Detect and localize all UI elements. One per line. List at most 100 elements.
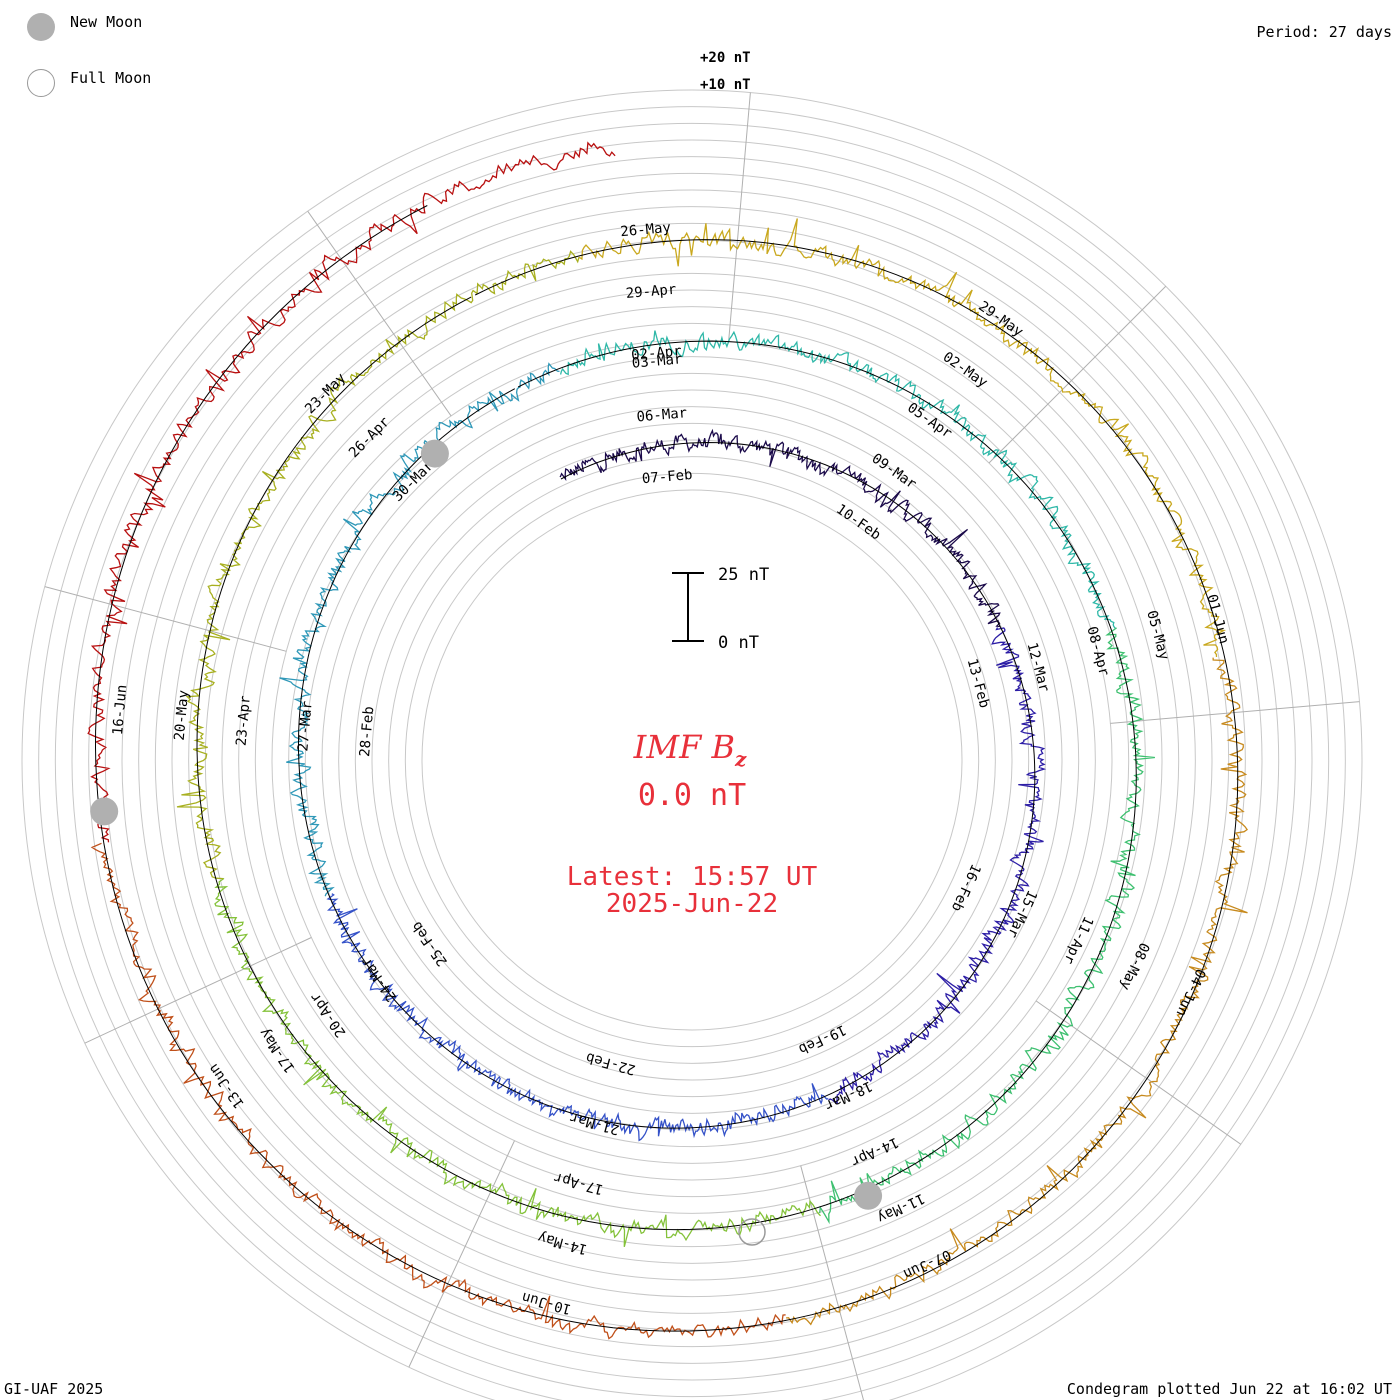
grid-ring (371, 439, 1013, 1081)
date-label: 08-May (1116, 940, 1152, 993)
grid-ring (271, 339, 1113, 1181)
trace-segment (279, 362, 560, 897)
center-current-value: 0.0 nT (638, 778, 746, 813)
date-label: 08-Apr (1083, 625, 1112, 678)
trace-segment (559, 330, 1116, 629)
new-moon-marker (420, 439, 449, 468)
grid-ring (254, 322, 1130, 1198)
scale-label-plus10: +10 nT (700, 77, 751, 93)
grid-ring (154, 222, 1230, 1298)
center-title-sub: z (734, 747, 747, 771)
date-label: 23-Apr (234, 695, 254, 747)
grid-ring (138, 206, 1246, 1314)
trace-segment (214, 877, 821, 1248)
date-label: 26-May (620, 220, 672, 240)
date-label: 15-Mar (1004, 887, 1040, 940)
grid-ring (238, 306, 1146, 1214)
grid-ring (321, 389, 1063, 1131)
grid-ring (54, 122, 1330, 1398)
new-moon-marker (854, 1181, 883, 1210)
grid-ring (338, 406, 1046, 1114)
date-label: 20-May (172, 689, 192, 741)
grid-ring (71, 139, 1313, 1381)
grid-ring (88, 156, 1296, 1364)
date-label: 25-Feb (409, 918, 451, 969)
date-label: 11-Apr (1060, 914, 1096, 967)
date-label: 14-May (536, 1229, 589, 1258)
full-moon-legend-label: Full Moon (70, 69, 152, 87)
date-label: 07-Feb (641, 467, 693, 487)
date-label: 09-Mar (869, 451, 920, 493)
day-spoke (44, 586, 287, 652)
trace-segment (819, 627, 1155, 1225)
center-title-main: IMF B (633, 728, 735, 766)
new-moon-legend-label: New Moon (70, 13, 143, 31)
date-label: 16-Jun (110, 684, 130, 736)
full-moon-marker (738, 1218, 766, 1246)
trace-segment (559, 428, 1001, 628)
day-spoke (728, 92, 751, 342)
footer-plot-time: Condegram plotted Jun 22 at 16:02 UT (1066, 1380, 1392, 1398)
day-spoke (1035, 1000, 1242, 1145)
full-moon-legend-icon (27, 69, 55, 97)
scale-bar-bottom-label: 0 nT (718, 633, 759, 653)
day-spoke (1110, 701, 1360, 724)
baseline-spiral (94, 205, 1239, 1332)
center-title: IMF Bz (633, 728, 747, 771)
new-moon-marker (90, 797, 119, 826)
grid-ring (204, 272, 1180, 1248)
trace-segment (90, 842, 786, 1340)
grid-ring (354, 422, 1030, 1098)
day-spoke (84, 937, 312, 1044)
date-label: 14-Apr (848, 1134, 901, 1170)
scale-bar (672, 572, 704, 642)
day-spokes (44, 92, 1360, 1400)
grid-ring (104, 172, 1280, 1348)
svg-text:IMF Bz: IMF Bz (633, 728, 747, 771)
date-label: 26-Apr (346, 414, 393, 461)
date-label: 29-Apr (625, 282, 677, 302)
date-label: 02-Apr (631, 343, 683, 363)
date-label: 06-Mar (636, 405, 688, 425)
grid-ring (188, 256, 1196, 1264)
grid-ring (21, 89, 1363, 1400)
baseline-spiral (196, 296, 1137, 1231)
grid-ring (121, 189, 1263, 1331)
grid-ring (388, 456, 996, 1064)
baseline-spiral (298, 388, 1036, 1129)
center-latest-date: 2025-Jun-22 (606, 889, 778, 919)
period-label: Period: 27 days (1256, 23, 1392, 41)
date-label: 16-Feb (948, 861, 984, 914)
date-label: 10-Feb (833, 501, 884, 543)
day-spoke (307, 210, 452, 417)
day-spoke (800, 1165, 865, 1400)
date-label: 17-Apr (552, 1169, 605, 1198)
scale-label-plus20: +20 nT (700, 50, 751, 66)
grid-rings (21, 89, 1363, 1400)
date-label: 28-Feb (357, 706, 377, 758)
grid-ring (421, 489, 963, 1031)
trace-segment (578, 218, 1227, 658)
date-label: 12-Mar (1023, 641, 1052, 694)
grid-ring (288, 356, 1096, 1164)
date-label: 27-Mar (295, 700, 315, 752)
scale-bar-top-label: 25 nT (718, 565, 769, 585)
grid-ring (38, 106, 1346, 1400)
date-label: 17-May (256, 1025, 298, 1076)
date-label: 05-May (1143, 609, 1172, 662)
new-moon-legend-icon (27, 13, 55, 41)
date-label: 13-Jun (206, 1060, 248, 1111)
data-traces (87, 141, 1249, 1340)
date-label: 03-Mar (631, 351, 683, 371)
moon-markers (90, 439, 883, 1246)
date-label: 04-Jun (1172, 966, 1208, 1019)
grid-ring (304, 372, 1080, 1148)
date-label: 20-Apr (307, 989, 349, 1040)
day-spoke (988, 285, 1167, 464)
grid-ring (404, 472, 980, 1048)
center-latest-time: Latest: 15:57 UT (567, 862, 818, 892)
trace-segment (87, 141, 616, 843)
date-label: 22-Feb (584, 1049, 637, 1078)
day-spoke (408, 1140, 515, 1368)
